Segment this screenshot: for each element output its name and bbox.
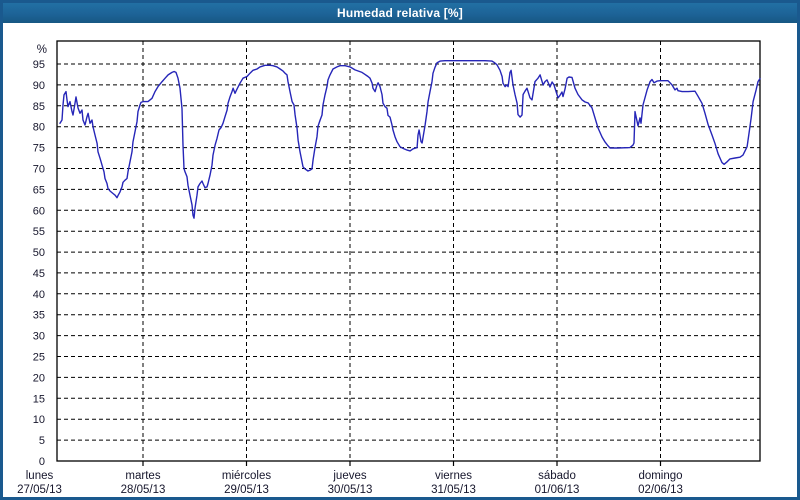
- y-tick-label: 65: [33, 184, 45, 196]
- x-date-label: 27/05/13: [17, 484, 62, 496]
- x-day-label: viernes: [435, 470, 472, 482]
- plot-border: [56, 40, 761, 462]
- y-axis-unit-label: %: [37, 44, 47, 56]
- x-day-label: domingo: [638, 470, 682, 482]
- x-day-label: lunes: [26, 470, 54, 482]
- y-tick-label: 0: [39, 456, 45, 468]
- humidity-series-line: [59, 60, 761, 219]
- y-tick-label: 95: [33, 59, 45, 71]
- x-date-label: 01/06/13: [535, 484, 580, 496]
- y-tick-label: 20: [33, 372, 45, 384]
- y-tick-label: 30: [33, 331, 45, 343]
- y-tick-label: 15: [33, 393, 45, 405]
- y-tick-label: 60: [33, 205, 45, 217]
- x-day-label: jueves: [332, 470, 366, 482]
- x-date-label: 02/06/13: [638, 484, 683, 496]
- y-tick-label: 35: [33, 310, 45, 322]
- y-tick-label: 80: [33, 122, 45, 134]
- titlebar: Humedad relativa [%]: [3, 3, 797, 23]
- x-day-label: sábado: [538, 470, 576, 482]
- y-tick-label: 25: [33, 352, 45, 364]
- y-tick-label: 90: [33, 80, 45, 92]
- x-date-label: 31/05/13: [431, 484, 476, 496]
- y-tick-label: 40: [33, 289, 45, 301]
- chart-area: 0 5 10 15 20 25 30 35 40 45 50 55 60 65 70 75 80 85 90 95% l…: [3, 23, 797, 497]
- x-date-label: 28/05/13: [121, 484, 166, 496]
- y-tick-label: 5: [39, 435, 45, 447]
- x-day-label: miércoles: [222, 470, 271, 482]
- y-tick-label: 55: [33, 226, 45, 238]
- y-tick-label: 10: [33, 414, 45, 426]
- window-title: Humedad relativa [%]: [336, 6, 464, 20]
- x-date-label: 30/05/13: [328, 484, 373, 496]
- plot-background: [3, 23, 797, 497]
- y-tick-label: 45: [33, 268, 45, 280]
- humidity-line-chart: 0 5 10 15 20 25 30 35 40 45 50 55 60 65 70 75 80 85 90 95% l…: [3, 23, 797, 497]
- y-tick-label: 50: [33, 247, 45, 259]
- x-day-label: martes: [125, 470, 160, 482]
- y-tick-label: 70: [33, 164, 45, 176]
- y-tick-label: 75: [33, 143, 45, 155]
- y-tick-label: 85: [33, 101, 45, 113]
- x-date-label: 29/05/13: [224, 484, 269, 496]
